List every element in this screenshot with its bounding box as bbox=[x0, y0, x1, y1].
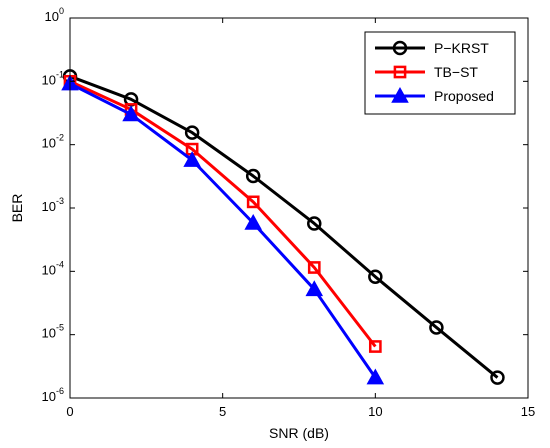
data-point bbox=[184, 125, 200, 140]
data-point bbox=[368, 340, 382, 353]
x-tick-label: 10 bbox=[368, 404, 382, 419]
y-tick-label: 10-6 bbox=[42, 386, 64, 404]
legend-item: Proposed bbox=[375, 86, 494, 104]
y-axis-label: BER bbox=[9, 194, 25, 223]
data-point bbox=[307, 216, 322, 231]
legend-label: P−KRST bbox=[434, 40, 489, 56]
series-line bbox=[69, 74, 499, 379]
x-tick-label: 0 bbox=[66, 404, 73, 419]
data-point bbox=[183, 151, 201, 167]
plot-frame bbox=[69, 17, 529, 399]
data-point bbox=[244, 213, 262, 230]
data-point bbox=[490, 370, 505, 385]
legend-marker bbox=[392, 40, 408, 56]
y-tick-label: 10-4 bbox=[42, 259, 64, 277]
legend-label: Proposed bbox=[434, 88, 494, 104]
legend-marker bbox=[393, 65, 407, 79]
x-tick-label: 5 bbox=[219, 404, 226, 419]
legend-item: TB−ST bbox=[375, 64, 478, 80]
legend-label: TB−ST bbox=[434, 64, 478, 80]
series-line bbox=[69, 79, 377, 348]
data-point bbox=[305, 280, 324, 297]
data-point bbox=[245, 168, 261, 184]
data-point bbox=[122, 105, 140, 122]
data-point bbox=[366, 368, 385, 385]
data-point bbox=[368, 269, 383, 285]
x-tick-label: 15 bbox=[521, 404, 535, 419]
legend-item: P−KRST bbox=[375, 40, 489, 56]
legend-marker bbox=[391, 86, 409, 103]
x-axis-label: SNR (dB) bbox=[269, 425, 329, 441]
y-tick-label: 100 bbox=[45, 6, 64, 24]
y-tick-label: 10-3 bbox=[42, 196, 64, 214]
data-point bbox=[307, 261, 321, 274]
data-point bbox=[429, 320, 444, 335]
legend: P−KRST TB−ST Proposed bbox=[364, 31, 516, 115]
data-point bbox=[246, 195, 260, 209]
y-tick-label: 10-2 bbox=[42, 133, 64, 151]
y-tick-label: 10-1 bbox=[42, 69, 64, 87]
series-line bbox=[69, 82, 377, 379]
y-tick-label: 10-5 bbox=[42, 323, 64, 341]
